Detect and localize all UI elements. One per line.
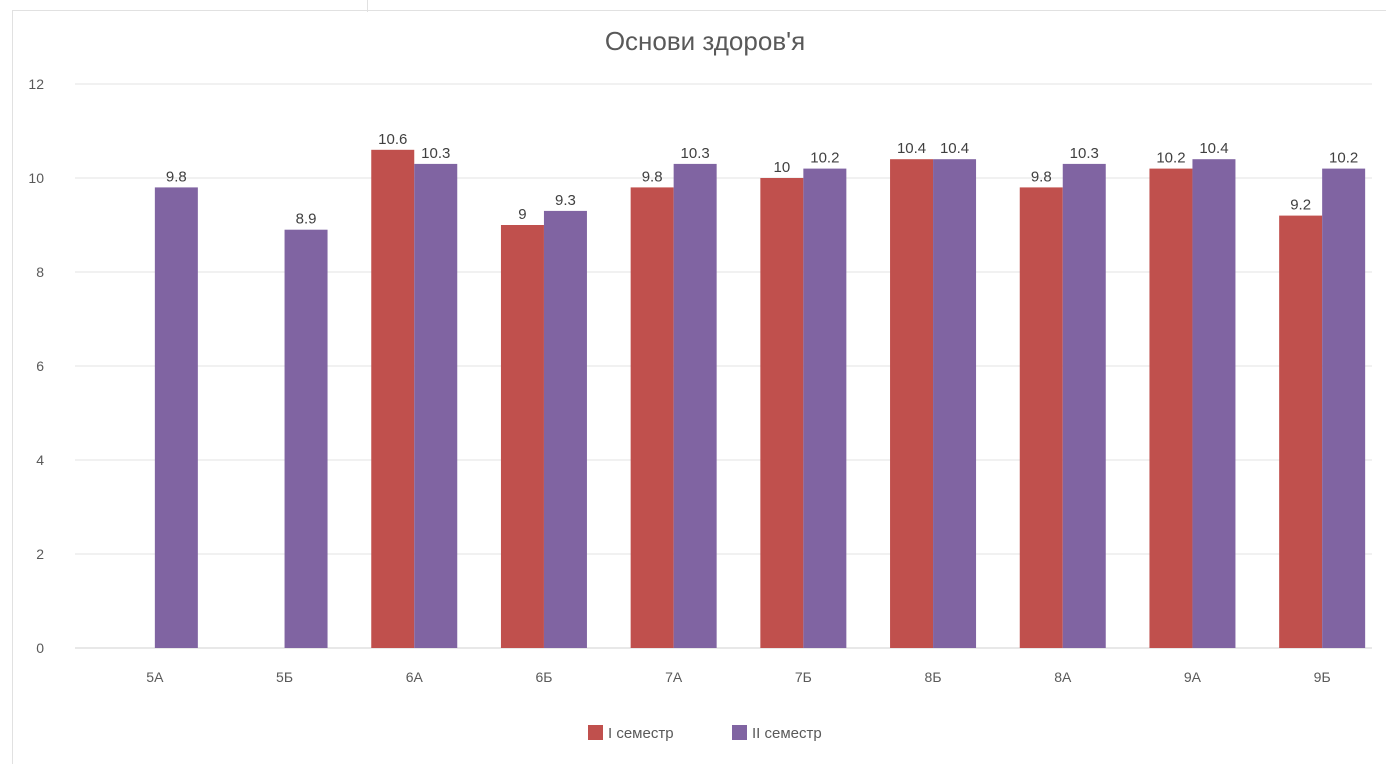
x-tick-label: 6Б <box>535 669 552 685</box>
bar-semester-2[interactable] <box>543 210 587 648</box>
data-label: 9.8 <box>1031 168 1052 185</box>
bar-semester-1[interactable] <box>1019 187 1063 648</box>
data-label: 9.3 <box>555 192 576 209</box>
bar-semester-2[interactable] <box>284 229 328 648</box>
bar-semester-2[interactable] <box>1192 159 1236 648</box>
bar-semester-1[interactable] <box>630 187 674 648</box>
y-tick-label: 8 <box>36 264 44 280</box>
data-label: 10.3 <box>421 145 450 162</box>
bars <box>154 149 1366 649</box>
data-label: 9.8 <box>166 168 187 185</box>
bar-semester-2[interactable] <box>1062 163 1106 648</box>
x-tick-label: 7Б <box>795 669 812 685</box>
x-tick-label: 5Б <box>276 669 293 685</box>
data-label: 10.6 <box>378 131 407 148</box>
y-axis: 0 2 4 6 8 10 12 <box>28 76 44 656</box>
legend[interactable]: І семестр ІІ семестр <box>588 725 822 742</box>
data-label: 8.9 <box>296 211 317 228</box>
data-label: 9.8 <box>642 168 663 185</box>
bar-semester-2[interactable] <box>414 163 458 648</box>
data-label: 10.4 <box>1199 140 1228 157</box>
bar-semester-1[interactable] <box>371 149 415 649</box>
x-tick-label: 9Б <box>1314 669 1331 685</box>
window-divider <box>367 0 368 12</box>
data-label: 10.3 <box>1070 145 1099 162</box>
bar-semester-2[interactable] <box>154 187 198 648</box>
bar-semester-1[interactable] <box>1279 215 1323 648</box>
bar-semester-2[interactable] <box>933 159 977 648</box>
chart-area[interactable] <box>12 10 1386 764</box>
legend-entry[interactable]: І семестр <box>608 725 674 742</box>
bar-semester-2[interactable] <box>803 168 847 648</box>
x-tick-label: 8А <box>1054 669 1072 685</box>
bar-semester-1[interactable] <box>890 159 934 648</box>
y-tick-label: 6 <box>36 358 44 374</box>
y-tick-label: 12 <box>28 76 44 92</box>
bar-semester-1[interactable] <box>1149 168 1193 648</box>
x-tick-label: 6А <box>406 669 424 685</box>
data-labels: 9.8 8.9 10.6 10.3 9 9.3 9.8 10.3 10 10.2 10.4 10.4 9… <box>166 131 1358 228</box>
data-label: 10.2 <box>1329 150 1358 167</box>
legend-swatch <box>588 725 603 740</box>
bar-semester-2[interactable] <box>673 163 717 648</box>
data-label: 10 <box>774 159 791 176</box>
data-label: 9.2 <box>1290 197 1311 214</box>
y-tick-label: 10 <box>28 170 44 186</box>
y-tick-label: 2 <box>36 546 44 562</box>
bar-semester-1[interactable] <box>500 225 544 648</box>
data-label: 10.4 <box>940 140 969 157</box>
x-tick-label: 9А <box>1184 669 1202 685</box>
data-label: 9 <box>518 206 526 223</box>
chart-title: Основи здоров'я <box>605 26 805 56</box>
x-tick-label: 5А <box>146 669 164 685</box>
legend-swatch <box>732 725 747 740</box>
data-label: 10.2 <box>810 150 839 167</box>
x-tick-label: 8Б <box>925 669 942 685</box>
data-label: 10.4 <box>897 140 926 157</box>
legend-entry[interactable]: ІІ семестр <box>752 725 822 742</box>
x-tick-label: 7А <box>665 669 683 685</box>
x-axis: 5А 5Б 6А 6Б 7А 7Б 8Б 8А 9А 9Б <box>146 669 1330 685</box>
y-tick-label: 4 <box>36 452 44 468</box>
bar-semester-2[interactable] <box>1322 168 1366 648</box>
data-label: 10.2 <box>1156 150 1185 167</box>
y-tick-label: 0 <box>36 640 44 656</box>
bar-semester-1[interactable] <box>760 178 804 648</box>
data-label: 10.3 <box>681 145 710 162</box>
